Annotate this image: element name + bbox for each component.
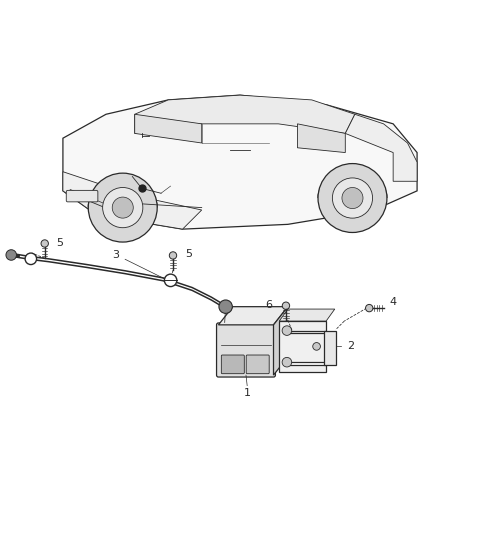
Circle shape: [282, 357, 292, 367]
Circle shape: [342, 187, 363, 208]
Circle shape: [219, 300, 232, 314]
Circle shape: [164, 274, 177, 286]
Circle shape: [25, 253, 36, 265]
Polygon shape: [135, 114, 202, 143]
Circle shape: [41, 240, 48, 247]
FancyBboxPatch shape: [216, 323, 276, 377]
Circle shape: [313, 342, 321, 350]
Polygon shape: [274, 307, 288, 375]
Circle shape: [282, 302, 289, 309]
Text: 4: 4: [389, 297, 396, 307]
Polygon shape: [218, 307, 288, 325]
FancyBboxPatch shape: [221, 355, 244, 374]
Polygon shape: [279, 309, 335, 321]
Polygon shape: [279, 321, 326, 372]
Circle shape: [282, 326, 292, 335]
Text: 6: 6: [265, 300, 273, 310]
Circle shape: [6, 250, 16, 260]
Circle shape: [169, 252, 177, 259]
Text: 5: 5: [185, 249, 192, 259]
Circle shape: [88, 173, 157, 242]
Polygon shape: [135, 95, 355, 134]
Text: 1: 1: [244, 388, 251, 398]
Text: 3: 3: [112, 250, 119, 260]
Polygon shape: [324, 331, 336, 365]
Circle shape: [318, 163, 387, 233]
Polygon shape: [63, 95, 417, 229]
FancyBboxPatch shape: [246, 355, 269, 374]
Text: 5: 5: [56, 238, 63, 248]
Circle shape: [332, 178, 372, 218]
Text: 2: 2: [347, 341, 354, 351]
Circle shape: [366, 305, 373, 312]
Polygon shape: [298, 124, 345, 152]
FancyBboxPatch shape: [66, 191, 98, 202]
Circle shape: [112, 197, 133, 218]
Circle shape: [103, 187, 143, 228]
Polygon shape: [345, 114, 417, 181]
Polygon shape: [63, 172, 202, 229]
